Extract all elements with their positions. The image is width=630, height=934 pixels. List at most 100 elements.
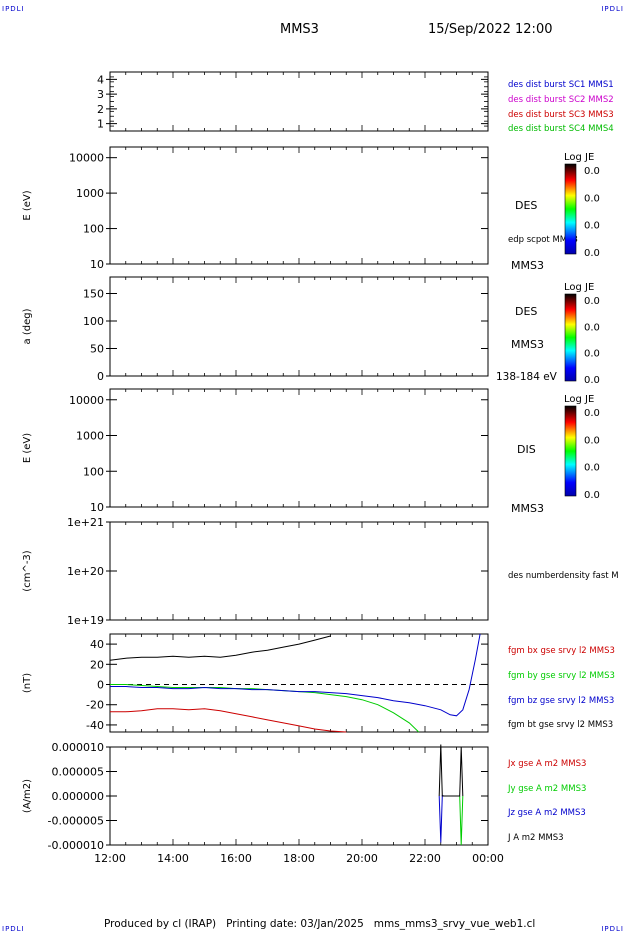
colorbar-tick-label: 0.0 — [584, 296, 600, 307]
y-tick-label: 1e+21 — [67, 516, 104, 529]
time-ticks — [109, 277, 489, 376]
spacecraft-label: MMS3 — [511, 502, 544, 515]
spacecraft-label: MMS3 — [511, 259, 544, 272]
y-axis-label: (nT) — [22, 673, 33, 693]
y-tick-label: -0.000005 — [48, 815, 104, 828]
legend-entry: des numberdensity fast M — [508, 571, 619, 581]
time-ticks — [109, 747, 489, 845]
colorbar-tick-label: 0.0 — [584, 193, 600, 204]
time-tick-label: 14:00 — [157, 852, 189, 865]
instrument-label: DES — [515, 199, 537, 212]
legend-entry: Jy gse A m2 MMS3 — [507, 784, 586, 794]
y-tick-label: 4 — [97, 73, 104, 86]
colorbar-tick-label: 0.0 — [584, 349, 600, 360]
corner-tag-bottom-left: IPDLI — [2, 925, 25, 933]
y-tick-label: -0.000010 — [48, 839, 104, 852]
y-tick-label: 1000 — [76, 430, 104, 443]
colorbar-title: Log JE — [564, 152, 594, 163]
y-tick-label: 10000 — [69, 152, 104, 165]
y-axis-label: E (eV) — [22, 433, 33, 463]
colorbar-tick-label: 0.0 — [584, 322, 600, 333]
time-ticks — [109, 522, 489, 620]
series-line-bx — [110, 708, 347, 733]
y-tick-label: 0 — [97, 679, 104, 692]
footer-credits: Produced by cl (IRAP) Printing date: 03/… — [104, 918, 536, 930]
series-line-bt — [109, 635, 331, 661]
y-tick-label: 0.000000 — [52, 790, 105, 803]
y-tick-label: 10000 — [69, 394, 104, 407]
colorbar — [564, 163, 577, 255]
y-tick-label: 1 — [97, 118, 104, 131]
legend-entry: fgm bz gse srvy l2 MMS3 — [508, 696, 614, 706]
time-ticks — [109, 72, 489, 131]
colorbar-tick-label: 0.0 — [584, 435, 600, 446]
legend-entry: J A m2 MMS3 — [507, 833, 564, 843]
legend-entry: fgm by gse srvy l2 MMS3 — [508, 671, 615, 681]
time-tick-label: 00:00 — [472, 852, 504, 865]
time-ticks — [109, 634, 489, 732]
colorbar-tick-label: 0.0 — [584, 221, 600, 232]
series-line-bz — [110, 633, 481, 717]
colorbar-title: Log JE — [564, 282, 594, 293]
colorbar-tick-label: 0.0 — [584, 375, 600, 386]
y-tick-label: 3 — [97, 88, 104, 101]
colorbar-tick-label: 0.0 — [584, 248, 600, 259]
corner-tag-top-right: IPDLI — [601, 5, 624, 13]
panel-frame — [109, 71, 489, 132]
time-tick-label: 22:00 — [409, 852, 441, 865]
y-tick-label: 100 — [83, 223, 104, 236]
series-line-by — [110, 684, 420, 733]
panel-frame — [109, 633, 489, 733]
time-tick-label: 16:00 — [220, 852, 252, 865]
energy-band-label: 138-184 eV — [496, 371, 558, 383]
time-tick-label: 18:00 — [283, 852, 315, 865]
legend-entry: fgm bx gse srvy l2 MMS3 — [508, 646, 615, 656]
y-tick-label: 40 — [90, 638, 104, 651]
time-tick-label: 12:00 — [94, 852, 126, 865]
panel-frame — [109, 746, 489, 846]
plot-datetime: 15/Sep/2022 12:00 — [428, 22, 553, 37]
colorbar-tick-label: 0.0 — [584, 166, 600, 177]
legend-entry: des dist burst SC4 MMS4 — [508, 124, 614, 134]
time-ticks — [109, 389, 489, 507]
y-axis-label: a (deg) — [22, 308, 33, 344]
mission-title: MMS3 — [280, 22, 319, 37]
time-tick-label: 20:00 — [346, 852, 378, 865]
y-tick-label: 0.000005 — [52, 766, 105, 779]
spacecraft-label: MMS3 — [511, 338, 544, 351]
overlay-label: edp scpot MMS3 — [508, 235, 578, 245]
y-axis-label: E (eV) — [22, 190, 33, 220]
series-line-j — [438, 744, 464, 797]
y-tick-label: 100 — [83, 315, 104, 328]
y-tick-label: 0 — [97, 370, 104, 383]
y-tick-label: 20 — [90, 658, 104, 671]
y-tick-label: 0.000010 — [52, 741, 105, 754]
colorbar-tick-label: 0.0 — [584, 490, 600, 501]
y-tick-label: 150 — [83, 288, 104, 301]
colorbar-tick-label: 0.0 — [584, 463, 600, 474]
y-tick-label: 50 — [90, 343, 104, 356]
colorbar-title: Log JE — [564, 394, 594, 405]
y-tick-label: 1e+19 — [67, 614, 104, 627]
colorbar-tick-label: 0.0 — [584, 408, 600, 419]
panel-frame — [109, 276, 489, 377]
panel-frame — [109, 521, 489, 621]
legend-entry: des dist burst SC1 MMS1 — [508, 80, 614, 90]
series-line-jz — [438, 794, 445, 843]
corner-tag-top-left: IPDLI — [2, 5, 25, 13]
colorbar — [564, 293, 577, 382]
y-axis-label: (cm^-3) — [22, 550, 33, 591]
legend-entry: Jz gse A m2 MMS3 — [507, 808, 586, 818]
y-tick-label: 1000 — [76, 187, 104, 200]
panel-frame — [109, 388, 489, 508]
y-tick-label: -40 — [86, 719, 104, 732]
panel-frame — [109, 146, 489, 265]
y-tick-label: 10 — [90, 258, 104, 271]
y-tick-label: -20 — [86, 699, 104, 712]
y-tick-label: 10 — [90, 501, 104, 514]
y-tick-label: 1e+20 — [67, 565, 104, 578]
corner-tag-bottom-right: IPDLI — [601, 925, 624, 933]
y-axis-label: (A/m2) — [22, 779, 33, 813]
legend-entry: des dist burst SC3 MMS3 — [508, 110, 614, 120]
